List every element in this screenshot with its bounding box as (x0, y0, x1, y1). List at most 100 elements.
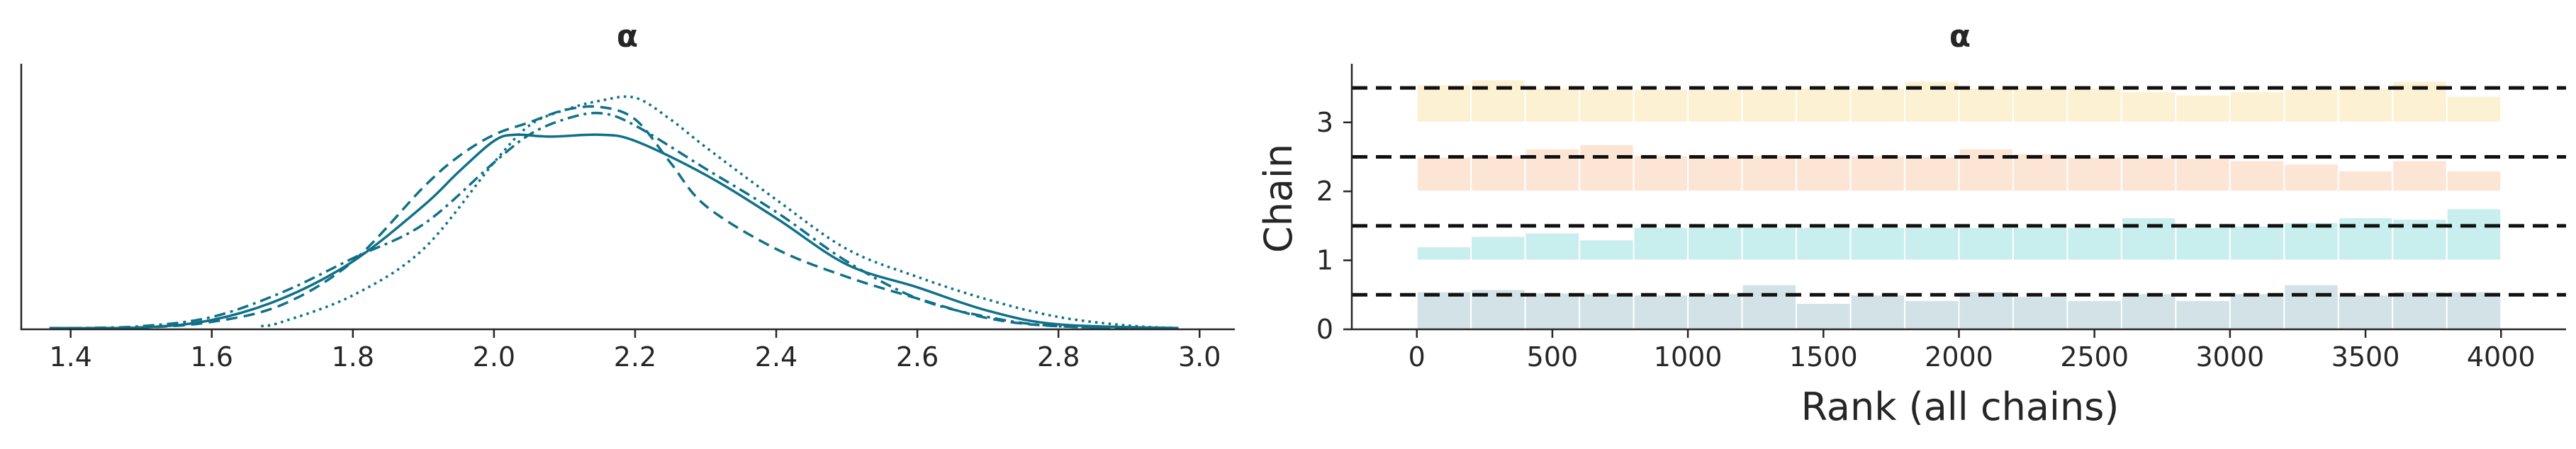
rank-bar-chain-0 (2066, 300, 2122, 331)
rank-bar-chain-0 (1579, 292, 1635, 330)
rank-bar-chain-2 (1958, 147, 2014, 193)
rank-bar-chain-3 (1416, 84, 1472, 123)
kde-x-tick-label: 2.4 (755, 341, 797, 373)
kde-line-dashed (49, 105, 1179, 330)
kde-line-solid (49, 133, 1179, 330)
rank-x-tick-label: 0 (1409, 341, 1426, 373)
rank-y-tick-label: 3 (1316, 107, 1333, 138)
rank-bar-chain-1 (2229, 224, 2285, 261)
rank-x-tick-label: 2500 (2060, 341, 2129, 373)
rank-bar-chain-1 (1524, 232, 1581, 261)
rank-x-axis-label: Rank (all chains) (1801, 385, 2119, 429)
rank-bar-chain-1 (2446, 208, 2502, 261)
rank-bar-chain-2 (1904, 156, 1960, 193)
rank-x-tick-label: 3500 (2331, 341, 2400, 373)
kde-x-ticks: 1.4 1.6 1.8 2.0 2.2 2.4 2.6 2.8 3.0 (49, 329, 1221, 373)
kde-line-dotted (261, 95, 1179, 330)
kde-x-tick-label: 2.2 (614, 341, 656, 373)
rank-bar-chain-0 (2283, 283, 2339, 331)
rank-bar-chain-3 (1958, 87, 2014, 123)
rank-x-tick-label: 1000 (1654, 341, 1723, 373)
rank-bar-chain-3 (2066, 87, 2122, 123)
rank-bar-chain-1 (1687, 226, 1743, 261)
rank-bar-chain-1 (2120, 217, 2177, 261)
rank-bar-chain-3 (1741, 89, 1798, 123)
rank-bar-chain-2 (1849, 154, 1906, 193)
rank-bar-chain-2 (1470, 154, 1526, 193)
rank-bar-chain-0 (1904, 300, 1960, 331)
rank-bar-chain-2 (2012, 152, 2068, 193)
kde-line-dashdot (70, 111, 1179, 330)
rank-bar-chain-1 (1958, 226, 2014, 261)
rank-bar-chain-1 (2012, 226, 2068, 261)
rank-bar-chain-2 (1741, 154, 1798, 193)
kde-x-tick-label: 2.8 (1037, 341, 1080, 373)
rank-bar-chain-1 (1579, 239, 1635, 261)
rank-bar-chain-1 (1796, 226, 1852, 261)
rank-bar-chain-3 (1633, 89, 1689, 123)
kde-lines (49, 95, 1179, 330)
kde-x-tick-label: 2.0 (473, 341, 515, 373)
rank-bars (1416, 79, 2502, 331)
rank-bar-chain-1 (2283, 222, 2339, 261)
rank-bar-chain-2 (2337, 169, 2394, 193)
rank-bar-chain-2 (1524, 147, 1581, 193)
rank-y-ticks: 0 1 2 3 (1316, 107, 1352, 345)
rank-bar-chain-0 (1741, 283, 1798, 331)
rank-x-tick-label: 500 (1527, 341, 1579, 373)
rank-bar-chain-1 (1416, 246, 1472, 261)
rank-bar-chain-0 (2120, 292, 2177, 330)
rank-bar-chain-0 (2175, 300, 2231, 331)
rank-bar-chain-0 (1796, 302, 1852, 330)
rank-bar-chain-3 (2175, 93, 2231, 123)
rank-bar-chain-2 (1416, 156, 1472, 193)
rank-x-tick-label: 3000 (2196, 341, 2265, 373)
rank-bar-chain-1 (2066, 226, 2122, 261)
rank-bar-chain-1 (1741, 226, 1798, 261)
rank-bar-chain-1 (1849, 226, 1906, 261)
rank-y-axis-label: Chain (1256, 144, 1301, 253)
kde-plot-title: α (617, 18, 638, 55)
rank-bar-chain-0 (2229, 292, 2285, 330)
rank-bar-chain-3 (1524, 87, 1581, 123)
rank-x-tick-label: 1500 (1789, 341, 1858, 373)
rank-bar-chain-0 (1849, 294, 1906, 331)
rank-x-tick-label: 2000 (1925, 341, 1993, 373)
kde-plot-panel: α 1.4 1.6 1.8 2.0 2.2 2.4 2.6 2.8 3.0 (20, 18, 1235, 373)
rank-bar-chain-0 (2446, 290, 2502, 330)
rank-bar-chain-3 (2120, 90, 2177, 123)
rank-bar-chain-2 (2392, 159, 2448, 193)
rank-bar-chain-3 (2446, 95, 2502, 123)
rank-bar-chain-2 (2446, 169, 2502, 193)
rank-bar-chain-1 (1470, 235, 1526, 261)
rank-bar-chain-0 (1524, 292, 1581, 330)
rank-bar-chain-2 (2066, 156, 2122, 193)
rank-bar-chain-2 (2120, 156, 2177, 193)
rank-bar-chain-0 (2337, 294, 2394, 331)
kde-x-tick-label: 3.0 (1178, 341, 1221, 373)
rank-bar-chain-3 (1796, 87, 1852, 123)
rank-bar-chain-2 (2229, 159, 2285, 193)
rank-bar-chain-2 (1579, 143, 1635, 193)
rank-plot-panel: α 0 500 1000 1500 2000 2500 3000 3500 4000 0123 … (1256, 18, 2566, 429)
rank-y-tick-label: 0 (1316, 314, 1333, 345)
rank-x-tick-label: 4000 (2467, 341, 2536, 373)
rank-bar-chain-2 (1796, 156, 1852, 193)
rank-bar-chain-1 (1904, 226, 1960, 261)
rank-bar-chain-1 (2337, 217, 2394, 261)
rank-bar-chain-2 (2175, 157, 2231, 193)
rank-y-tick-label: 2 (1316, 176, 1333, 207)
rank-bar-chain-0 (1633, 294, 1689, 331)
rank-bar-chain-1 (2175, 226, 2231, 261)
rank-reference-lines (1352, 86, 2566, 297)
rank-bar-chain-3 (1849, 87, 1906, 123)
rank-bar-chain-3 (2012, 87, 2068, 123)
rank-y-tick-label: 1 (1316, 245, 1333, 276)
rank-bar-chain-0 (1958, 290, 2014, 330)
rank-bar-chain-3 (2283, 89, 2339, 123)
rank-plot-title: α (1949, 18, 1971, 55)
kde-x-tick-label: 1.4 (49, 341, 91, 373)
rank-bar-chain-2 (1633, 154, 1689, 193)
rank-bar-chain-2 (2283, 163, 2339, 193)
